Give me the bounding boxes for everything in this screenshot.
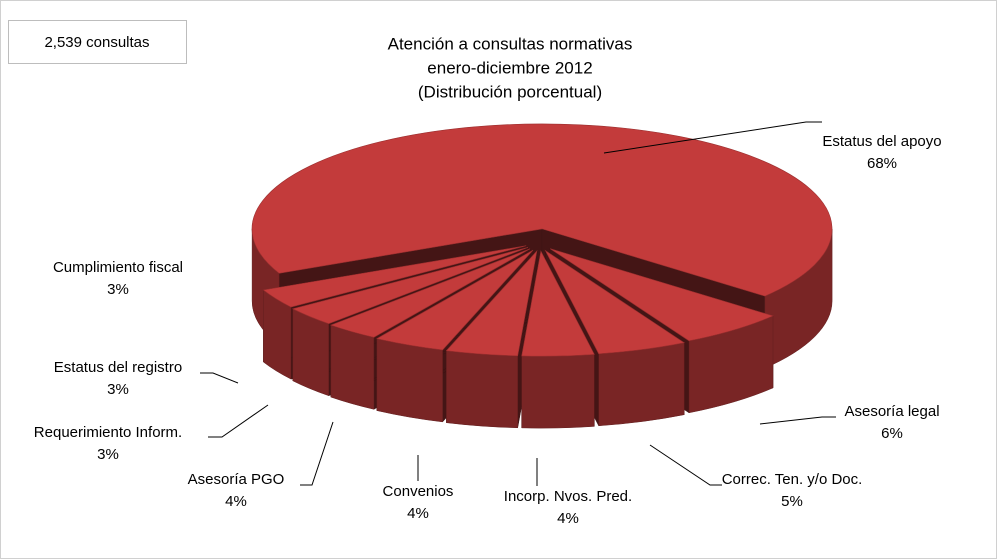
slice-label: Correc. Ten. y/o Doc.: [722, 471, 863, 488]
slice-value: 4%: [557, 510, 579, 527]
slice-label: Asesoría PGO: [188, 471, 285, 488]
chart-title: (Distribución porcentual): [418, 82, 602, 101]
outer-walls: [251, 228, 833, 429]
leader-line: [649, 444, 722, 486]
slice-side: [330, 324, 375, 410]
slice-value: 3%: [107, 381, 129, 398]
annotation-box: [8, 20, 187, 64]
slice: [262, 245, 527, 308]
slice-label: Asesoría legal: [844, 403, 939, 420]
slice-side: [598, 342, 685, 427]
leader-line: [300, 421, 334, 486]
slice-value: 3%: [97, 446, 119, 463]
annotation: 2,539 consultas: [44, 34, 149, 51]
slice: [291, 247, 529, 325]
chart-title: enero-diciembre 2012: [427, 58, 592, 77]
slice-value: 68%: [867, 155, 897, 172]
slice-value: 4%: [225, 493, 247, 510]
leader-line: [759, 416, 836, 425]
leader-line: [200, 372, 239, 384]
slice: [330, 248, 531, 338]
slice-side: [446, 350, 518, 429]
slice-value: 4%: [407, 505, 429, 522]
slice: [251, 123, 833, 297]
slice: [550, 248, 774, 342]
slice-label: Estatus del registro: [54, 359, 182, 376]
slice: [521, 250, 595, 357]
slice-value: 3%: [107, 281, 129, 298]
slice: [544, 249, 685, 355]
slice-value: 6%: [881, 425, 903, 442]
slice-label: Cumplimiento fiscal: [53, 259, 183, 276]
slice: [376, 249, 534, 351]
slice-side: [521, 354, 595, 429]
chart-title: Atención a consultas normativas: [388, 34, 633, 53]
slice-label: Incorp. Nvos. Pred.: [504, 488, 632, 505]
slice-label: Requerimiento Inform.: [34, 424, 182, 441]
slice-side: [376, 338, 443, 423]
leader-line: [603, 121, 822, 154]
leader-line: [208, 404, 269, 438]
slice-tops: [251, 123, 833, 357]
slice-label: Convenios: [383, 483, 454, 500]
slice: [445, 250, 538, 357]
slice-label: Estatus del apoyo: [822, 133, 941, 150]
slice-value: 5%: [781, 493, 803, 510]
